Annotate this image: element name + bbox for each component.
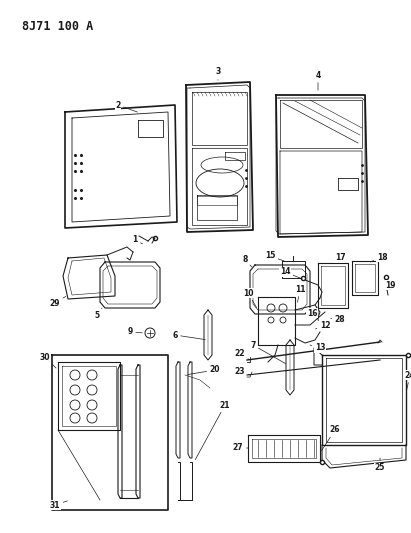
Text: 22: 22 — [235, 350, 250, 360]
Text: 5: 5 — [95, 308, 102, 319]
Text: 25: 25 — [375, 458, 385, 472]
Text: 21: 21 — [195, 400, 230, 459]
Text: 7: 7 — [250, 341, 286, 364]
Text: 26: 26 — [321, 425, 340, 451]
Text: 15: 15 — [265, 252, 284, 261]
Text: 18: 18 — [371, 253, 387, 262]
Text: 19: 19 — [385, 280, 395, 290]
Text: 10: 10 — [243, 288, 256, 308]
Text: 8: 8 — [242, 255, 252, 267]
Text: 9: 9 — [127, 327, 142, 336]
Text: 17: 17 — [335, 254, 345, 263]
Text: 30: 30 — [40, 352, 56, 368]
Text: 29: 29 — [50, 296, 66, 308]
Text: 12: 12 — [316, 320, 330, 329]
Text: 13: 13 — [310, 343, 325, 352]
Text: 11: 11 — [295, 285, 305, 302]
Text: 8J71 100 A: 8J71 100 A — [22, 20, 93, 33]
Text: 20: 20 — [188, 366, 220, 375]
Text: 4: 4 — [315, 70, 321, 90]
Text: 27: 27 — [233, 443, 248, 453]
Text: 6: 6 — [172, 330, 205, 340]
Text: 3: 3 — [215, 68, 221, 80]
Text: 1: 1 — [132, 236, 143, 245]
Text: 24: 24 — [405, 370, 411, 390]
Text: 14: 14 — [280, 268, 302, 279]
Text: 2: 2 — [115, 101, 137, 112]
Text: 16: 16 — [307, 307, 317, 318]
Text: 28: 28 — [331, 316, 345, 325]
Text: 31: 31 — [50, 500, 67, 510]
Text: 23: 23 — [235, 367, 250, 376]
